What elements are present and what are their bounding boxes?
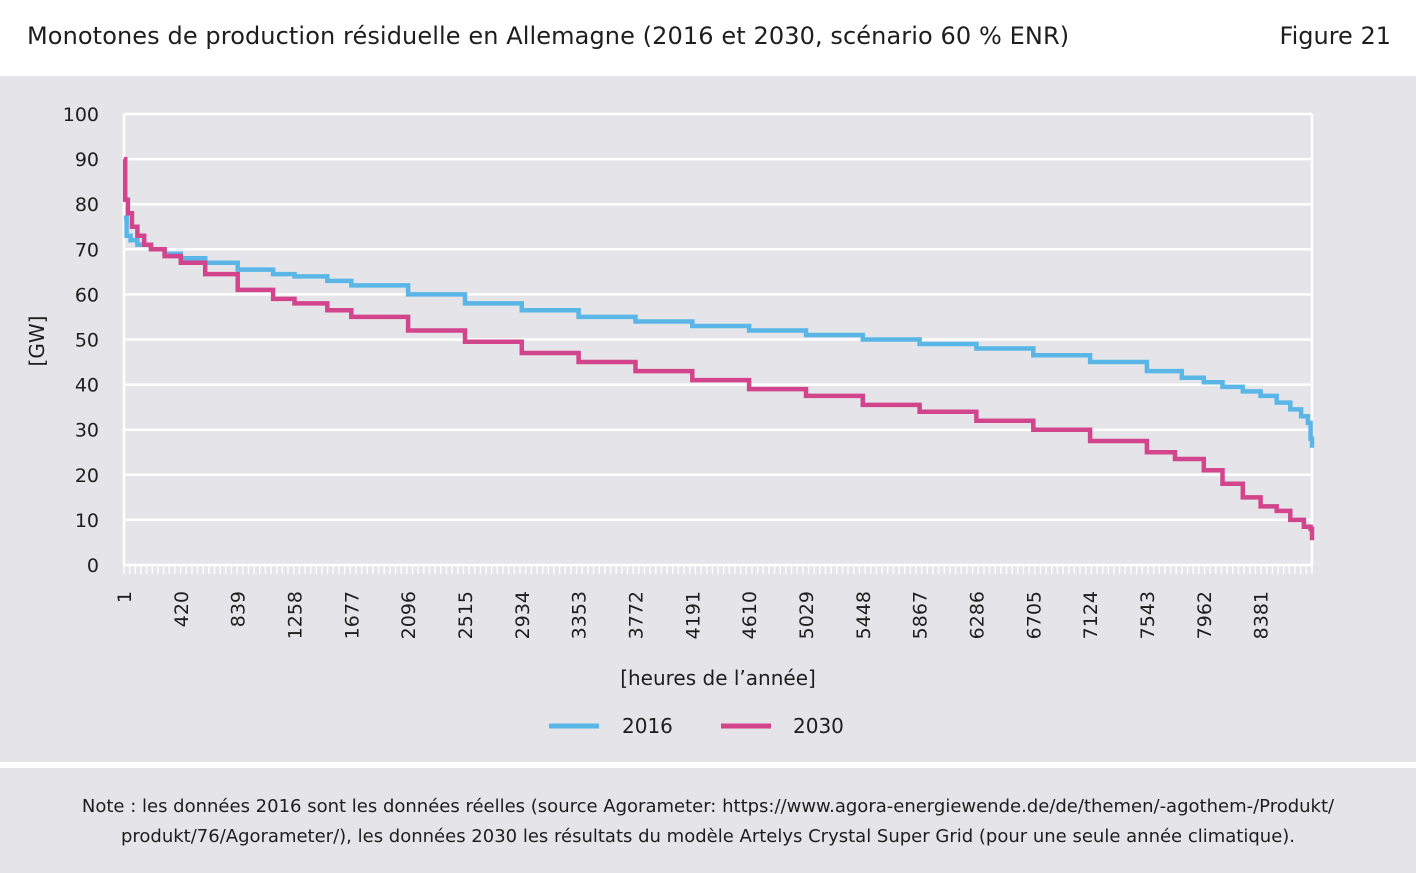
x-tick-label: 1 [114, 591, 136, 603]
legend: 2016 2030 [549, 714, 844, 738]
x-tick-label: 5448 [853, 591, 875, 639]
figure-label: Figure 21 [1279, 22, 1391, 50]
note: Note : les données 2016 sont les données… [20, 792, 1396, 852]
series-line-2016 [124, 215, 1315, 448]
y-axis-ticks: 0 10 20 30 40 50 60 70 80 90 100 [63, 104, 99, 577]
header: Monotones de production résiduelle en Al… [0, 0, 1416, 72]
grid [122, 112, 1314, 567]
chart-panel: 0 10 20 30 40 50 60 70 80 90 100 1 420 839 1258 1677 20… [0, 76, 1416, 762]
y-tick-label: 0 [87, 555, 99, 577]
x-tick-label: 6286 [966, 591, 988, 639]
x-axis-ticks: 1 420 839 1258 1677 2096 2515 2934 3353 3772 4191 4… [114, 565, 1313, 639]
x-tick-label: 4191 [682, 591, 704, 639]
legend-label-2030: 2030 [793, 714, 844, 738]
y-tick-label: 90 [75, 149, 99, 171]
x-tick-label: 7962 [1194, 591, 1216, 639]
x-tick-label: 2096 [398, 591, 420, 639]
x-axis-label: [heures de l’année] [620, 666, 816, 690]
x-tick-label: 5867 [910, 591, 932, 639]
y-tick-label: 80 [75, 194, 99, 216]
x-tick-label: 2934 [512, 591, 534, 639]
x-tick-label: 3772 [625, 591, 647, 639]
x-tick-label: 5029 [796, 591, 818, 639]
x-tick-label: 1677 [341, 591, 363, 639]
y-tick-label: 30 [75, 420, 99, 442]
series-line-2030 [122, 156, 1315, 541]
x-tick-label: 2515 [455, 591, 477, 639]
x-tick-label: 8381 [1251, 591, 1273, 639]
chart-title: Monotones de production résiduelle en Al… [27, 22, 1070, 50]
y-tick-label: 50 [75, 330, 99, 352]
x-tick-label: 6705 [1023, 591, 1045, 639]
x-tick-label: 7124 [1080, 591, 1102, 639]
x-tick-label: 4610 [739, 591, 761, 639]
y-tick-label: 20 [75, 465, 99, 487]
y-tick-label: 70 [75, 239, 99, 261]
note-line-2: produkt/76/Agorameter/), les données 203… [120, 826, 1296, 847]
x-tick-label: 839 [228, 591, 250, 627]
x-tick-label: 3353 [569, 591, 591, 639]
x-tick-label: 420 [171, 591, 193, 627]
x-tick-label: 7543 [1137, 591, 1159, 639]
y-axis-label: [GW] [25, 316, 49, 367]
x-tick-label: 1258 [284, 591, 306, 639]
series-lines [122, 156, 1315, 541]
y-tick-label: 10 [75, 510, 99, 532]
note-line-1: Note : les données 2016 sont les données… [81, 796, 1335, 817]
legend-label-2016: 2016 [622, 714, 673, 738]
note-panel: Note : les données 2016 sont les données… [0, 768, 1416, 873]
y-tick-label: 100 [63, 104, 99, 126]
y-tick-label: 60 [75, 284, 99, 306]
y-tick-label: 40 [75, 375, 99, 397]
